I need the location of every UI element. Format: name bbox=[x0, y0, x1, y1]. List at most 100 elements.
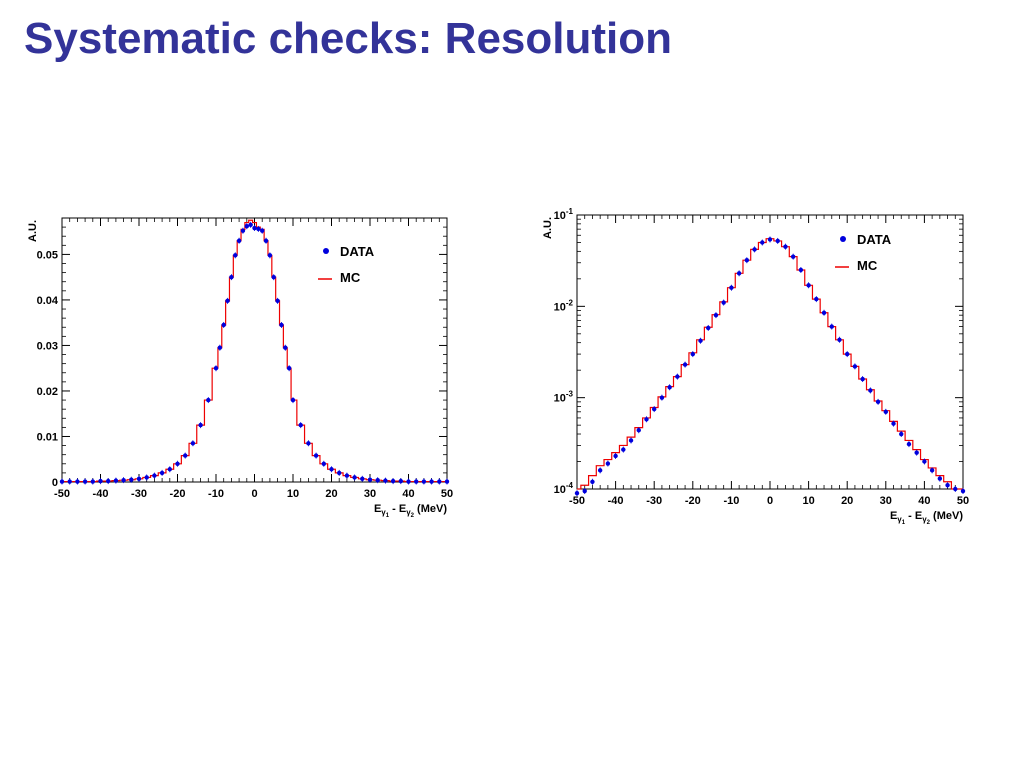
x-tick-label: 0 bbox=[767, 495, 773, 507]
data-point bbox=[767, 237, 773, 242]
data-point bbox=[260, 228, 265, 233]
data-point bbox=[806, 283, 811, 288]
data-point bbox=[229, 274, 234, 280]
data-point bbox=[437, 479, 442, 484]
x-tick-label: -40 bbox=[93, 488, 109, 500]
y-tick-label: 0.03 bbox=[37, 340, 58, 352]
data-point bbox=[136, 476, 142, 482]
data-point bbox=[321, 461, 326, 466]
data-point bbox=[183, 453, 188, 458]
data-point bbox=[256, 226, 261, 232]
data-point bbox=[298, 422, 303, 428]
x-tick-label: 20 bbox=[325, 488, 337, 500]
data-point bbox=[244, 223, 249, 229]
y-tick-label: 10-2 bbox=[554, 298, 574, 313]
data-point bbox=[406, 479, 411, 484]
data-point bbox=[899, 431, 904, 437]
data-point bbox=[675, 374, 680, 379]
data-point bbox=[659, 395, 665, 400]
legend-data-marker bbox=[323, 248, 329, 254]
data-point bbox=[590, 479, 595, 484]
data-point bbox=[113, 478, 119, 483]
x-axis-label: Eγ1 - Eγ2 (MeV) bbox=[890, 510, 963, 526]
x-tick-label: 10 bbox=[802, 495, 814, 507]
data-point bbox=[814, 296, 819, 302]
data-point bbox=[698, 338, 703, 343]
y-tick-label: 0.04 bbox=[37, 295, 59, 307]
data-point bbox=[286, 366, 292, 371]
data-point bbox=[190, 441, 196, 446]
data-point bbox=[75, 479, 80, 484]
y-axis-label: A.U. bbox=[542, 217, 554, 239]
data-point bbox=[429, 479, 434, 484]
plot-frame bbox=[576, 214, 964, 490]
mc-series-line bbox=[577, 238, 963, 490]
data-point bbox=[868, 388, 873, 393]
mc-series-line bbox=[62, 219, 447, 483]
plot-frame bbox=[61, 217, 448, 483]
data-point bbox=[59, 479, 65, 484]
data-point bbox=[275, 298, 280, 304]
resolution-plot-linear: -50 -40 -30 -20 -10 0 10 20 30 40 50 0 0.01 0.02 0.03 0… bbox=[20, 205, 460, 535]
data-point bbox=[206, 397, 211, 403]
data-point bbox=[252, 225, 257, 231]
data-point bbox=[667, 385, 672, 390]
data-point bbox=[652, 406, 657, 412]
x-tick-label: 50 bbox=[957, 495, 969, 507]
data-point bbox=[713, 312, 719, 318]
data-point bbox=[217, 345, 223, 350]
data-point bbox=[760, 240, 765, 245]
y-tick-label: 0.05 bbox=[37, 249, 58, 261]
data-point bbox=[337, 470, 342, 476]
data-point bbox=[233, 253, 238, 258]
x-tick-label: -30 bbox=[646, 495, 662, 507]
data-point bbox=[306, 441, 311, 446]
x-axis-label: Eγ1 - Eγ2 (MeV) bbox=[374, 503, 447, 519]
x-tick-label: -40 bbox=[608, 495, 624, 507]
data-point bbox=[279, 322, 284, 328]
data-point bbox=[221, 322, 226, 328]
data-point bbox=[628, 438, 634, 443]
y-tick-label: 10-1 bbox=[554, 207, 574, 222]
x-tick-label: -50 bbox=[569, 495, 585, 507]
legend-data-label: DATA bbox=[857, 232, 892, 247]
data-point bbox=[752, 247, 757, 252]
data-point bbox=[421, 479, 427, 484]
data-point bbox=[267, 253, 273, 258]
data-point bbox=[82, 479, 88, 484]
data-point bbox=[390, 478, 396, 484]
data-point bbox=[875, 399, 881, 405]
data-point bbox=[159, 470, 165, 476]
data-point bbox=[922, 459, 927, 464]
data-point bbox=[283, 345, 288, 350]
data-point bbox=[690, 351, 695, 357]
data-point bbox=[605, 461, 611, 466]
data-point bbox=[597, 468, 603, 473]
data-point bbox=[360, 476, 365, 482]
x-tick-label: -30 bbox=[131, 488, 147, 500]
data-point bbox=[582, 488, 587, 494]
data-point bbox=[106, 478, 111, 484]
data-point bbox=[329, 467, 334, 472]
x-tick-label: 40 bbox=[402, 488, 414, 500]
data-point bbox=[236, 238, 242, 243]
data-point bbox=[398, 478, 403, 484]
data-point bbox=[444, 479, 450, 484]
data-point bbox=[953, 486, 958, 492]
data-point bbox=[152, 473, 157, 478]
data-point bbox=[775, 238, 780, 244]
data-point bbox=[67, 479, 72, 484]
data-point bbox=[906, 441, 912, 447]
data-point bbox=[248, 222, 253, 228]
data-point bbox=[240, 228, 246, 233]
data-point bbox=[721, 300, 726, 305]
x-tick-label: 10 bbox=[287, 488, 299, 500]
resolution-plot-log: -50 -40 -30 -20 -10 0 10 20 30 40 50 10-4 10-3 10-2 10… bbox=[535, 205, 975, 535]
data-point bbox=[290, 397, 296, 403]
x-tick-label: 50 bbox=[441, 488, 453, 500]
data-point bbox=[144, 475, 149, 480]
x-tick-label: 0 bbox=[251, 488, 257, 500]
legend-data-marker bbox=[840, 236, 846, 242]
x-tick-label: 20 bbox=[841, 495, 853, 507]
data-point bbox=[213, 366, 219, 371]
